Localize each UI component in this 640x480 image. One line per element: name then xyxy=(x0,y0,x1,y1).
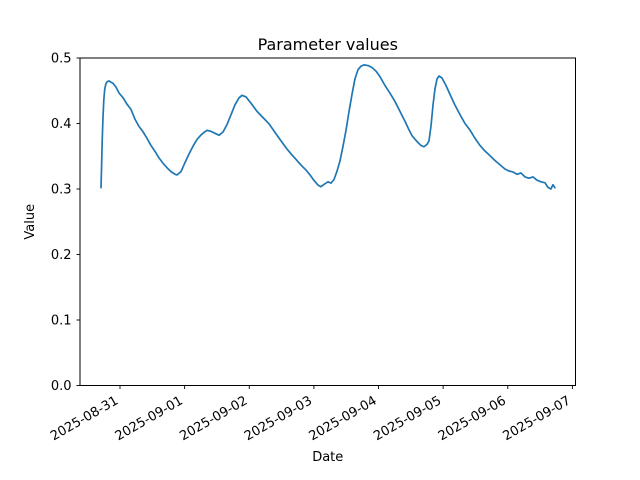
x-tick-label: 2025-09-07 xyxy=(500,393,573,444)
x-tick-label: 2025-09-04 xyxy=(307,393,380,444)
plot-area: 0.00.10.20.30.40.52025-08-312025-09-0120… xyxy=(48,52,576,444)
y-tick-label: 0.3 xyxy=(51,183,72,198)
y-tick-label: 0.2 xyxy=(51,248,72,263)
y-tick-label: 0.0 xyxy=(51,379,72,394)
x-tick-label: 2025-09-01 xyxy=(113,393,186,444)
data-line xyxy=(100,64,556,190)
chart-title: Parameter values xyxy=(258,35,398,54)
axes-spines xyxy=(79,57,576,386)
y-axis-label: Value xyxy=(23,204,38,240)
y-tick-label: 0.5 xyxy=(51,52,72,67)
x-axis-label: Date xyxy=(312,450,343,465)
x-tick-label: 2025-09-03 xyxy=(242,393,315,444)
x-tick-label: 2025-09-06 xyxy=(436,393,509,444)
y-tick-label: 0.1 xyxy=(51,314,72,329)
x-tick-label: 2025-09-02 xyxy=(177,393,250,444)
y-tick-label: 0.4 xyxy=(51,117,72,132)
x-tick-label: 2025-09-05 xyxy=(371,393,444,444)
x-tick-label: 2025-08-31 xyxy=(48,393,121,444)
